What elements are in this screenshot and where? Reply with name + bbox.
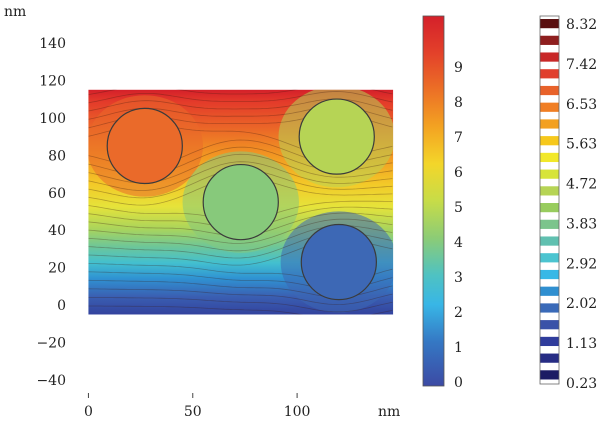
contour-colorbar-stripe (540, 52, 559, 62)
y-axis-unit: nm (4, 4, 26, 20)
y-axis: 140 120 100 80 60 40 20 0 −20 −40 (36, 36, 66, 389)
contour-colorbar-stripe (540, 136, 559, 146)
x-axis-unit: nm (378, 404, 400, 420)
x-tick-label: 0 (84, 404, 93, 420)
contour-colorbar-stripe (540, 253, 559, 263)
y-tick-label: 60 (48, 186, 66, 202)
contour-line (88, 89, 393, 95)
y-tick-label: 80 (48, 148, 66, 164)
contour-colorbar-label: 1.13 (566, 336, 597, 352)
contour-colorbar-stripe (540, 320, 559, 330)
contour-colorbar-stripe (540, 152, 559, 163)
main-colorbar-bar (422, 15, 445, 387)
contour-colorbar-frame (539, 15, 560, 385)
particles (106, 98, 377, 301)
contour-colorbar-label: 4.72 (566, 177, 597, 193)
contour-line (88, 305, 393, 315)
x-tick-label: 50 (184, 404, 202, 420)
particle-circle (300, 223, 377, 301)
contour-colorbar-stripes (539, 15, 560, 385)
contour-colorbar-label: 5.63 (566, 137, 597, 153)
y-tick-label: 20 (48, 261, 66, 277)
y-tick-label: 40 (48, 223, 66, 239)
contour-line (88, 91, 393, 104)
y-tick-label: 140 (39, 36, 66, 52)
x-axis: 0 50 100 (84, 393, 310, 420)
y-tick-label: −20 (36, 336, 66, 352)
contour-colorbar-stripe (540, 169, 559, 179)
contour-colorbar-stripe (540, 370, 559, 380)
contour-colorbar-stripe (540, 69, 559, 79)
colorbar-tick-label: 5 (454, 200, 463, 216)
contour-line (88, 161, 393, 191)
contour-colorbar-label: 6.53 (566, 97, 597, 113)
main-colorbar-ticks: 9 8 7 6 5 4 3 2 1 0 (454, 60, 463, 391)
contour-colorbar-label: 2.02 (566, 296, 597, 312)
contour-colorbar-label: 3.83 (566, 216, 597, 232)
colorbar-tick-label: 1 (454, 340, 463, 356)
particle-circle (202, 163, 279, 241)
contour-colorbar-label: 0.23 (566, 376, 597, 392)
contour-colorbar-stripe (540, 336, 559, 347)
contour-colorbar: 8.32 7.42 6.53 5.63 4.72 3.83 2.92 2.02 1.13 0.23 (539, 15, 597, 392)
contour-line (88, 288, 393, 306)
y-tick-label: −40 (36, 373, 66, 389)
contour-colorbar-label: 2.92 (566, 256, 597, 272)
colorbar-tick-label: 4 (454, 235, 463, 251)
colorbar-tick-label: 8 (454, 95, 463, 111)
contour-colorbar-stripe (540, 203, 559, 213)
colorbar-tick-label: 6 (454, 165, 463, 181)
colorbar-tick-label: 3 (454, 270, 463, 286)
y-tick-label: 100 (39, 111, 66, 127)
contour-colorbar-stripe (540, 286, 559, 296)
contour-line (88, 297, 393, 313)
contour-colorbar-stripe (540, 269, 559, 280)
contour-colorbar-stripe (540, 303, 559, 313)
colorbar-tick-label: 2 (454, 305, 463, 321)
colorbar-tick-label: 7 (454, 130, 463, 146)
y-tick-label: 120 (39, 73, 66, 89)
contour-colorbar-stripe (540, 119, 559, 129)
colorbar-tick-label: 0 (454, 375, 463, 391)
contour-colorbar-labels: 8.32 7.42 6.53 5.63 4.72 3.83 2.92 2.02 1.13 0.23 (566, 17, 597, 392)
contour-colorbar-label: 8.32 (566, 17, 597, 33)
contour-colorbar-stripe (540, 186, 559, 196)
contour-colorbar-stripe (540, 35, 559, 45)
contour-colorbar-stripe (540, 85, 559, 96)
contour-colorbar-stripe (540, 102, 559, 112)
contour-colorbar-stripe (540, 219, 559, 229)
colorbar-tick-label: 9 (454, 60, 463, 76)
x-tick-label: 100 (284, 404, 311, 420)
contour-colorbar-stripe (540, 236, 559, 246)
particle-circle (106, 107, 183, 185)
contour-colorbar-stripe (540, 19, 559, 29)
main-colorbar: 9 8 7 6 5 4 3 2 1 0 (422, 15, 463, 391)
contour-colorbar-stripe (540, 353, 559, 363)
contour-line (88, 218, 393, 244)
particle-circle (298, 98, 375, 175)
contour-colorbar-label: 7.42 (566, 57, 597, 73)
field-layer (88, 89, 394, 315)
y-tick-label: 0 (57, 298, 66, 314)
